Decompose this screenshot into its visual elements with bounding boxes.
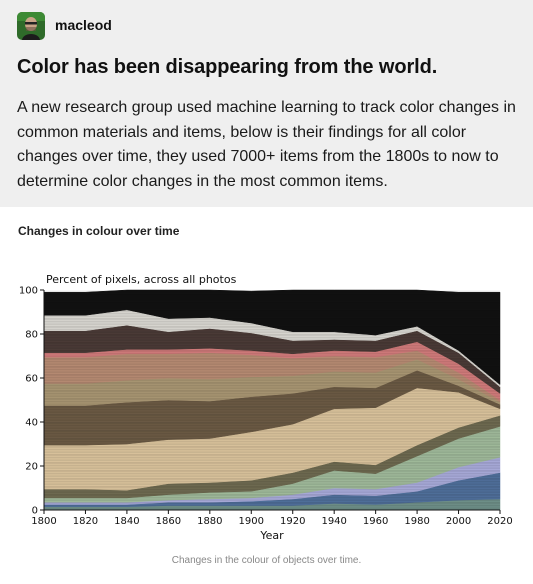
- x-axis-label: Year: [259, 529, 284, 542]
- x-tick-label-1900: 1900: [239, 516, 264, 527]
- chart-title: Percent of pixels, across all photos: [46, 273, 237, 286]
- chart-texture: [44, 290, 500, 510]
- x-tick-label-1820: 1820: [73, 516, 98, 527]
- username[interactable]: macleod: [55, 17, 112, 33]
- avatar-picture: [17, 12, 45, 40]
- x-tick-label-1920: 1920: [280, 516, 305, 527]
- x-tick-label-1800: 1800: [31, 516, 56, 527]
- x-tick-label-2000: 2000: [446, 516, 471, 527]
- x-tick-label-1840: 1840: [114, 516, 139, 527]
- x-tick-label-1880: 1880: [197, 516, 222, 527]
- y-tick-label-20: 20: [25, 462, 38, 473]
- user-avatar[interactable]: [17, 12, 45, 40]
- post-title: Color has been disappearing from the wor…: [17, 56, 438, 78]
- x-tick-label-1860: 1860: [156, 516, 181, 527]
- post-header: macleod Color has been disappearing from…: [0, 0, 533, 207]
- y-tick-label-60: 60: [25, 374, 38, 385]
- x-tick-label-1940: 1940: [321, 516, 346, 527]
- x-tick-label-2020: 2020: [487, 516, 512, 527]
- chart-caption: Changes in the colour of objects over ti…: [171, 555, 362, 566]
- x-tick-label-1960: 1960: [363, 516, 388, 527]
- stacked-area-chart: 0 20 40 60 80 100 1800 1820 1840 1860 1880 1900 1920…: [19, 273, 513, 542]
- chart-heading: Changes in colour over time: [18, 224, 180, 238]
- y-tick-label-40: 40: [25, 418, 38, 429]
- y-tick-label-80: 80: [25, 330, 38, 341]
- post-body: A new research group used machine learni…: [17, 99, 516, 190]
- x-tick-label-1980: 1980: [404, 516, 429, 527]
- y-tick-label-0: 0: [32, 506, 38, 517]
- y-tick-label-100: 100: [19, 286, 38, 297]
- chart-axes: 0 20 40 60 80 100 1800 1820 1840 1860 1880 1900 1920…: [19, 286, 513, 528]
